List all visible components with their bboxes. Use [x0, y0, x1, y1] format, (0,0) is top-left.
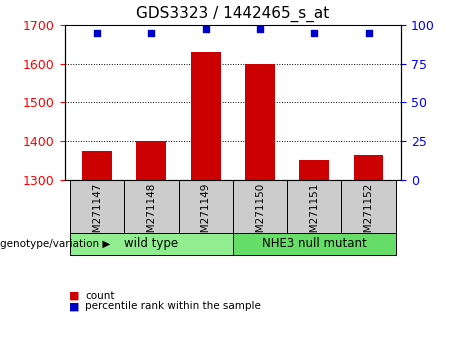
Bar	[136, 141, 166, 180]
Bar	[82, 151, 112, 180]
Bar	[299, 160, 329, 180]
Bar	[245, 63, 275, 180]
Text: ■: ■	[69, 301, 80, 311]
Text: GSM271147: GSM271147	[92, 182, 102, 246]
Text: percentile rank within the sample: percentile rank within the sample	[85, 301, 261, 311]
Point	[365, 30, 372, 35]
Bar	[354, 155, 384, 180]
Bar	[70, 180, 124, 233]
Bar	[191, 52, 221, 180]
Text: GSM271152: GSM271152	[364, 182, 373, 246]
Point	[256, 27, 264, 32]
Bar	[287, 180, 341, 233]
Text: GSM271150: GSM271150	[255, 182, 265, 246]
Bar	[233, 233, 396, 255]
Point	[94, 30, 101, 35]
Bar	[124, 180, 178, 233]
Text: count: count	[85, 291, 115, 301]
Bar	[70, 233, 233, 255]
Point	[148, 30, 155, 35]
Bar	[178, 180, 233, 233]
Text: wild type: wild type	[124, 238, 178, 251]
Text: GSM271149: GSM271149	[201, 182, 211, 246]
Bar	[341, 180, 396, 233]
Point	[202, 27, 209, 32]
Text: GSM271151: GSM271151	[309, 182, 319, 246]
Point	[311, 30, 318, 35]
Bar	[233, 180, 287, 233]
Text: GSM271148: GSM271148	[147, 182, 156, 246]
Text: NHE3 null mutant: NHE3 null mutant	[262, 238, 366, 251]
Text: ■: ■	[69, 291, 80, 301]
Text: genotype/variation ▶: genotype/variation ▶	[0, 239, 111, 249]
Title: GDS3323 / 1442465_s_at: GDS3323 / 1442465_s_at	[136, 6, 330, 22]
